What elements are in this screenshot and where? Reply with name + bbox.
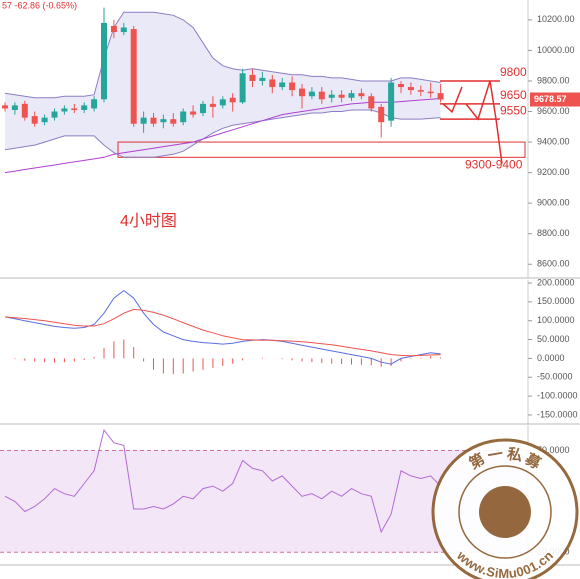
- price-change: 57 -62.86 (-0.65%): [2, 0, 77, 10]
- candle-body: [170, 119, 177, 124]
- timeframe-label: 4小时图: [120, 212, 177, 230]
- candle-body: [81, 105, 88, 110]
- candle-body: [378, 106, 385, 123]
- candle-body: [130, 29, 137, 124]
- y-tick-label: -50.0000: [537, 372, 573, 382]
- y-tick-label: 200.0000: [537, 277, 575, 287]
- candle-body: [2, 105, 8, 109]
- candle-body: [259, 77, 266, 81]
- y-tick-label: 10200.00: [537, 14, 575, 24]
- y-tick-label: 70.0000: [537, 445, 570, 455]
- y-tick-label: -150.0000: [537, 409, 578, 419]
- indicator-line: [4, 289, 441, 365]
- y-tick-label: 0.0000: [537, 353, 565, 363]
- candle-body: [279, 82, 286, 88]
- y-tick-label: 100.0000: [537, 315, 575, 325]
- level-label: 9800: [500, 65, 527, 79]
- y-tick-label: 8800.00: [537, 228, 570, 238]
- candle-body: [110, 25, 117, 33]
- candle-body: [417, 90, 424, 92]
- candle-body: [71, 108, 78, 110]
- candle-body: [101, 22, 107, 100]
- candle-body: [180, 111, 187, 123]
- indicator-line: [4, 308, 441, 357]
- candle-body: [239, 73, 246, 103]
- indicator-line: [4, 11, 441, 99]
- level-label: 9650: [500, 88, 527, 102]
- candle-body: [398, 84, 404, 88]
- y-tick-label: 9000.00: [537, 198, 570, 208]
- watermark-logo: [479, 486, 531, 538]
- y-tick-label: 8600.00: [537, 259, 570, 269]
- band-fill: [5, 12, 441, 158]
- candle-body: [209, 103, 216, 107]
- candle-body: [31, 116, 38, 124]
- candle-body: [289, 82, 296, 91]
- candle-body: [190, 111, 197, 115]
- indicator-line: [4, 98, 441, 174]
- y-tick-label: -100.0000: [537, 390, 578, 400]
- candle-body: [358, 93, 365, 97]
- candle-body: [160, 119, 167, 123]
- candle-body: [338, 94, 345, 98]
- candle-body: [140, 117, 147, 124]
- candle-body: [21, 103, 28, 118]
- candle-body: [348, 93, 355, 98]
- candle-body: [388, 82, 395, 121]
- target-zone: [117, 141, 526, 158]
- y-tick-label: 10000.00: [537, 45, 575, 55]
- y-tick-label: 9800.00: [537, 75, 570, 85]
- y-tick-label: 150.0000: [537, 296, 575, 306]
- candle-body: [51, 111, 58, 118]
- candle-body: [318, 91, 325, 100]
- y-tick-label: 9600.00: [537, 106, 570, 116]
- candle-body: [11, 105, 18, 110]
- y-tick-label: 9400.00: [537, 136, 570, 146]
- candle-body: [308, 91, 315, 97]
- candle-body: [269, 79, 276, 88]
- indicator-line: [4, 428, 441, 534]
- candle-body: [299, 88, 305, 97]
- y-tick-label: 50.0000: [537, 334, 570, 344]
- candle-body: [407, 87, 414, 91]
- candle-body: [200, 103, 206, 114]
- candle-body: [41, 117, 48, 123]
- price-tag: [530, 92, 580, 107]
- forecast-arrow: [442, 80, 503, 164]
- indicator-line: [4, 109, 441, 158]
- candle-body: [229, 97, 236, 103]
- candle-body: [427, 91, 434, 94]
- candle-body: [120, 27, 127, 33]
- watermark-inner: [458, 465, 552, 559]
- y-tick-label: 9200.00: [537, 167, 570, 177]
- candle-body: [249, 74, 256, 81]
- zone-label: 9300-9400: [465, 158, 523, 172]
- candle-body: [219, 99, 226, 106]
- price-tag-label: 9678.57: [534, 94, 567, 104]
- candle-body: [91, 99, 98, 109]
- candle-body: [61, 108, 68, 112]
- candle-body: [437, 93, 444, 100]
- candle-body: [328, 94, 335, 98]
- candle-body: [150, 117, 157, 124]
- level-label: 9550: [500, 103, 527, 117]
- candle-body: [368, 96, 375, 109]
- watermark: 第 一 私 募 www.SiMu001.cn: [431, 438, 579, 579]
